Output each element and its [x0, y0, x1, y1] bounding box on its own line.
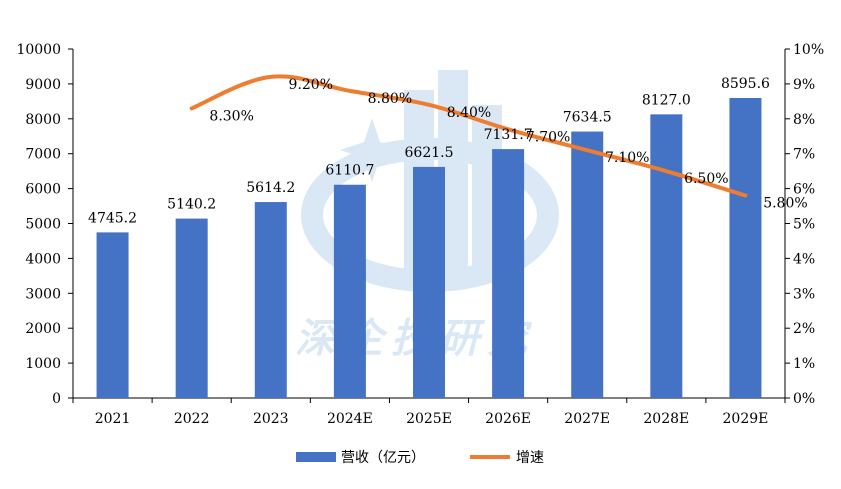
revenue-bar: [650, 114, 683, 398]
revenue-bar: [175, 218, 208, 398]
revenue-bar: [254, 202, 287, 398]
revenue-bar: [492, 149, 525, 398]
left-tick-label: 5000: [25, 217, 61, 233]
growth-line-layer: [189, 74, 748, 198]
left-tick-label: 8000: [25, 112, 61, 128]
legend-growth-label: 增速: [516, 450, 544, 466]
legend-revenue-label: 营收（亿元）: [341, 450, 425, 466]
revenue-data-labels: 4745.2 5140.2 5614.2 6110.7 6621.5 7131.7 7634…: [88, 76, 770, 226]
revenue-bar: [333, 184, 366, 398]
revenue-data-label: 6110.7: [325, 163, 374, 179]
right-tick-label: 5%: [793, 217, 815, 233]
revenue-data-label: 7131.7: [484, 127, 533, 143]
growth-data-label: 6.50%: [684, 171, 728, 187]
growth-data-label: 7.70%: [526, 129, 570, 145]
right-tick-label: 6%: [793, 182, 815, 198]
revenue-bar: [571, 131, 604, 398]
growth-data-labels: 8.30% 9.20% 8.80% 8.40% 7.70% 7.10% 6.50% 5.80%: [209, 77, 807, 212]
legend: 营收（亿元） 增速: [296, 450, 544, 466]
left-tick-label: 9000: [25, 77, 61, 93]
growth-data-label: 9.20%: [289, 77, 333, 93]
watermark-text: 深企技研究: [295, 315, 535, 362]
right-tick-label: 10%: [793, 42, 824, 58]
right-axis-ticks: 0% 1% 2% 3% 4% 5% 6% 7% 8% 9% 10%: [785, 42, 824, 407]
revenue-data-label: 5614.2: [246, 180, 295, 196]
left-axis-ticks: 0 1000 2000 3000 4000 5000 6000 7000 8000 9000 100…: [16, 42, 73, 407]
growth-data-label: 5.80%: [763, 196, 807, 212]
right-tick-label: 8%: [793, 112, 815, 128]
x-tick-label: 2026E: [485, 411, 531, 427]
left-tick-label: 1000: [25, 356, 61, 372]
revenue-bar: [413, 166, 445, 398]
right-tick-label: 9%: [793, 77, 815, 93]
left-tick-label: 0: [52, 391, 61, 407]
growth-line: [189, 74, 748, 198]
growth-data-label: 8.30%: [209, 108, 253, 124]
growth-data-label: 8.80%: [368, 91, 412, 107]
x-tick-label: 2024E: [327, 411, 373, 427]
revenue-data-label: 6621.5: [405, 145, 454, 161]
right-tick-label: 2%: [793, 321, 815, 337]
revenue-bar: [96, 232, 129, 398]
left-tick-label: 4000: [25, 251, 61, 267]
revenue-bar: [729, 98, 762, 399]
left-tick-label: 2000: [25, 321, 61, 337]
x-tick-label: 2029E: [723, 411, 769, 427]
left-tick-label: 3000: [25, 286, 61, 302]
right-tick-label: 4%: [793, 251, 815, 267]
x-tick-label: 2021: [95, 411, 131, 427]
revenue-data-label: 7634.5: [563, 110, 612, 126]
x-tick-label: 2027E: [564, 411, 610, 427]
revenue-data-label: 8127.0: [642, 92, 691, 108]
left-tick-label: 10000: [16, 42, 61, 58]
revenue-data-label: 4745.2: [88, 210, 137, 226]
revenue-bars: [96, 98, 762, 399]
left-tick-label: 6000: [25, 182, 61, 198]
legend-revenue-swatch: [296, 452, 336, 462]
growth-data-label: 7.10%: [605, 150, 649, 166]
right-tick-label: 0%: [793, 391, 815, 407]
left-tick-label: 7000: [25, 147, 61, 163]
right-tick-label: 1%: [793, 356, 815, 372]
right-tick-label: 3%: [793, 286, 815, 302]
x-tick-label: 2025E: [406, 411, 452, 427]
right-tick-label: 7%: [793, 147, 815, 163]
x-axis-ticks: 2021 2022 2023 2024E 2025E 2026E 2027E 2028E 202…: [72, 398, 786, 427]
revenue-data-label: 8595.6: [721, 76, 770, 92]
x-tick-label: 2022: [174, 411, 210, 427]
x-tick-label: 2028E: [643, 411, 689, 427]
x-tick-label: 2023: [253, 411, 289, 427]
growth-data-label: 8.40%: [447, 105, 491, 121]
revenue-data-label: 5140.2: [167, 197, 216, 213]
